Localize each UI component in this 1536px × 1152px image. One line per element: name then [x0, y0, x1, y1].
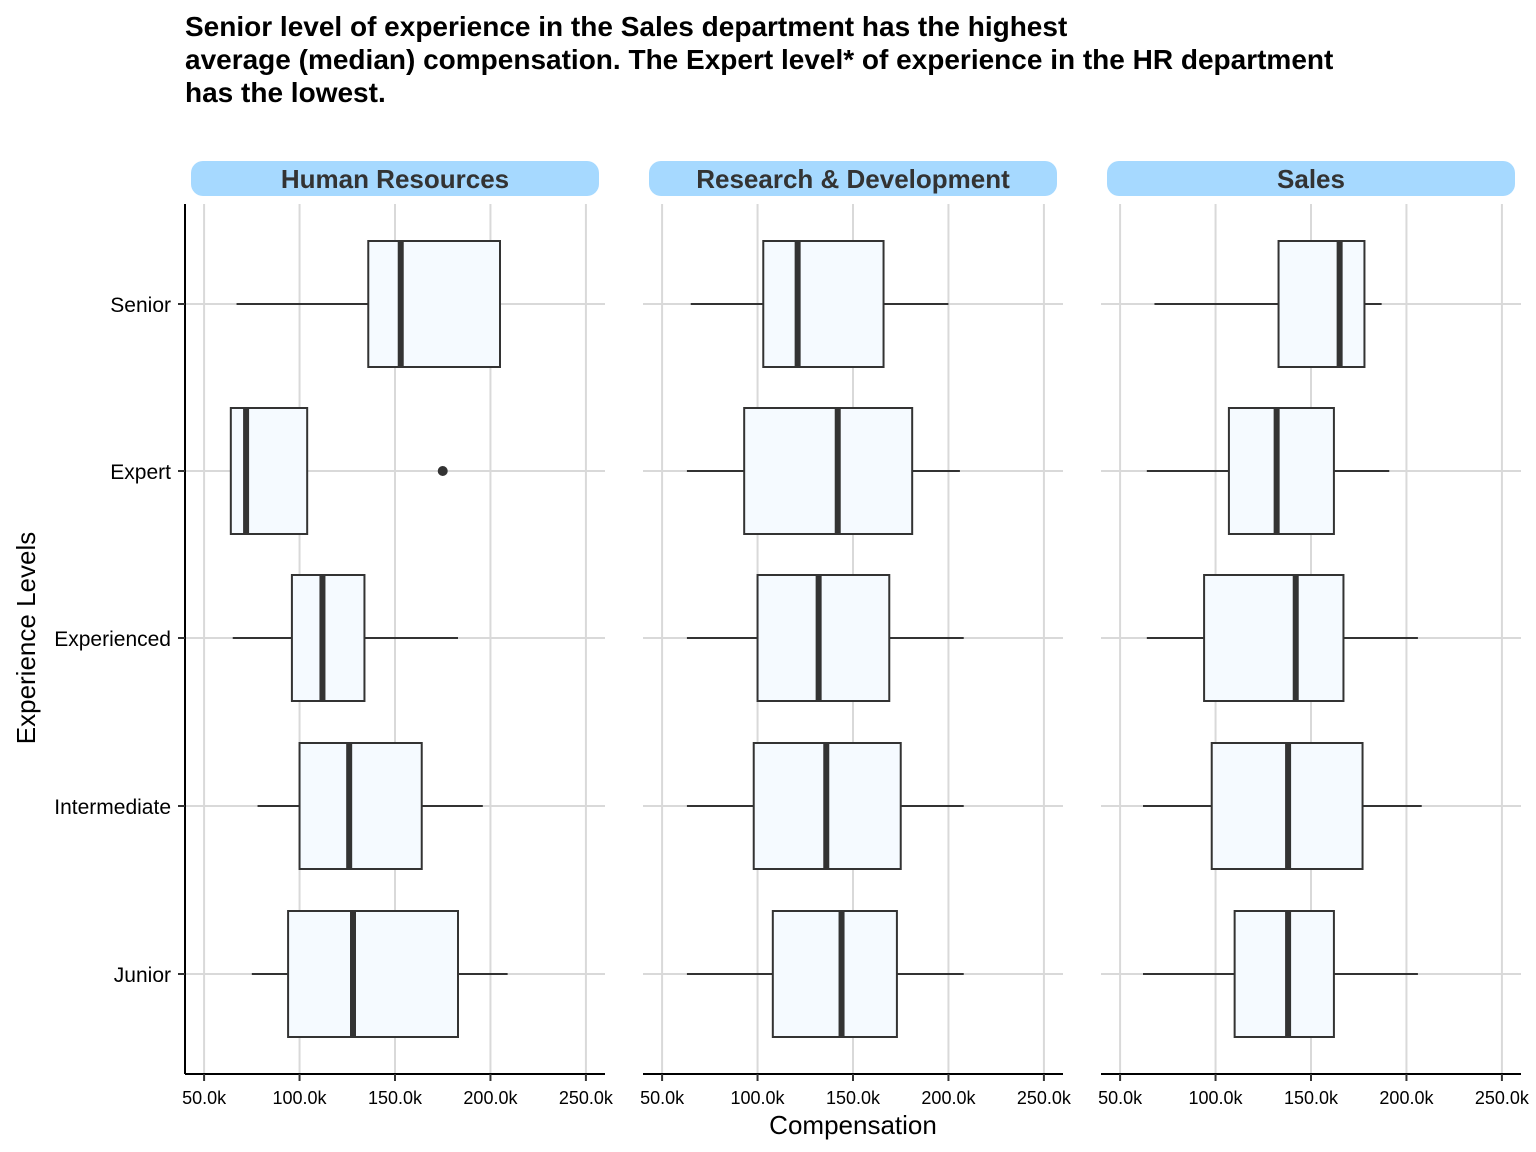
y-tick-label: Junior: [114, 964, 171, 987]
x-tick-label: 100.0k: [1189, 1088, 1244, 1108]
box-experienced: [232, 574, 458, 702]
x-tick-label: 50.0k: [640, 1088, 685, 1108]
x-tick-label: 200.0k: [463, 1088, 518, 1108]
x-tick-label: 150.0k: [1284, 1088, 1339, 1108]
x-tick-label: 250.0k: [1475, 1088, 1530, 1108]
box-experienced: [1146, 574, 1418, 702]
box-junior: [686, 910, 964, 1038]
y-tick-label: Experienced: [54, 628, 171, 651]
box-iqr: [743, 407, 914, 535]
panels-layer: Human Resources 50.0k 100.0k 150.0k 200.0k 25…: [182, 161, 1530, 1108]
box-iqr: [367, 240, 502, 368]
box-iqr: [229, 407, 309, 535]
box-senior: [1154, 240, 1382, 368]
box-iqr: [298, 742, 423, 870]
x-tick-label: 250.0k: [559, 1088, 614, 1108]
x-tick-label: 50.0k: [1098, 1088, 1143, 1108]
box-iqr: [1277, 240, 1366, 368]
facet-panel: Research & Development 50.0k 100.0k 150.0k 2…: [640, 161, 1072, 1108]
box-junior: [251, 910, 508, 1038]
y-axis-title: Experience Levels: [11, 532, 41, 744]
box-senior: [690, 240, 949, 368]
x-tick-label: 200.0k: [1379, 1088, 1434, 1108]
box-iqr: [771, 910, 898, 1038]
box-iqr: [1203, 574, 1345, 702]
chart-title: Senior level of experience in the Sales …: [185, 10, 1485, 109]
box-intermediate: [686, 742, 964, 870]
facet-strip-label: Sales: [1277, 164, 1345, 194]
outlier-point: [437, 466, 448, 476]
facet-strip: [1107, 161, 1515, 196]
x-tick-label: 100.0k: [731, 1088, 786, 1108]
x-tick-label: 200.0k: [921, 1088, 976, 1108]
x-tick-label: 150.0k: [826, 1088, 881, 1108]
facet-panel: Human Resources 50.0k 100.0k 150.0k 200.0k 25…: [182, 161, 614, 1108]
box-expert: [1146, 407, 1390, 535]
chart-title-line-1: Senior level of experience in the Sales …: [185, 11, 1068, 42]
box-experienced: [686, 574, 964, 702]
x-tick-label: 100.0k: [273, 1088, 328, 1108]
box-iqr: [290, 574, 366, 702]
x-axis-title: Compensation: [769, 1110, 937, 1140]
box-expert: [686, 407, 960, 535]
box-iqr: [1227, 407, 1335, 535]
facet-panel: Sales 50.0k 100.0k 150.0k 200.0k 250.0k: [1098, 161, 1530, 1108]
y-tick-label: Senior: [110, 294, 171, 317]
box-expert: [229, 407, 448, 535]
box-intermediate: [1143, 742, 1422, 870]
box-senior: [236, 240, 502, 368]
chart-title-line-3: has the lowest.: [185, 77, 386, 108]
y-tick-label: Expert: [110, 461, 171, 484]
box-iqr: [287, 910, 459, 1038]
facet-strip: [191, 161, 599, 196]
box-iqr: [762, 240, 885, 368]
box-intermediate: [257, 742, 483, 870]
y-tick-label: Intermediate: [54, 796, 171, 819]
chart-title-line-2: average (median) compensation. The Exper…: [185, 44, 1334, 75]
y-axis: Senior Expert Experienced Intermediate Junio…: [54, 204, 186, 1074]
x-tick-label: 250.0k: [1017, 1088, 1072, 1108]
facet-strip: [649, 161, 1057, 196]
facet-strip-label: Research & Development: [696, 164, 1010, 194]
x-tick-label: 50.0k: [182, 1088, 227, 1108]
facet-strip-label: Human Resources: [281, 164, 509, 194]
box-iqr: [756, 574, 891, 702]
box-iqr: [1233, 910, 1335, 1038]
box-junior: [1143, 910, 1418, 1038]
x-tick-label: 150.0k: [368, 1088, 423, 1108]
